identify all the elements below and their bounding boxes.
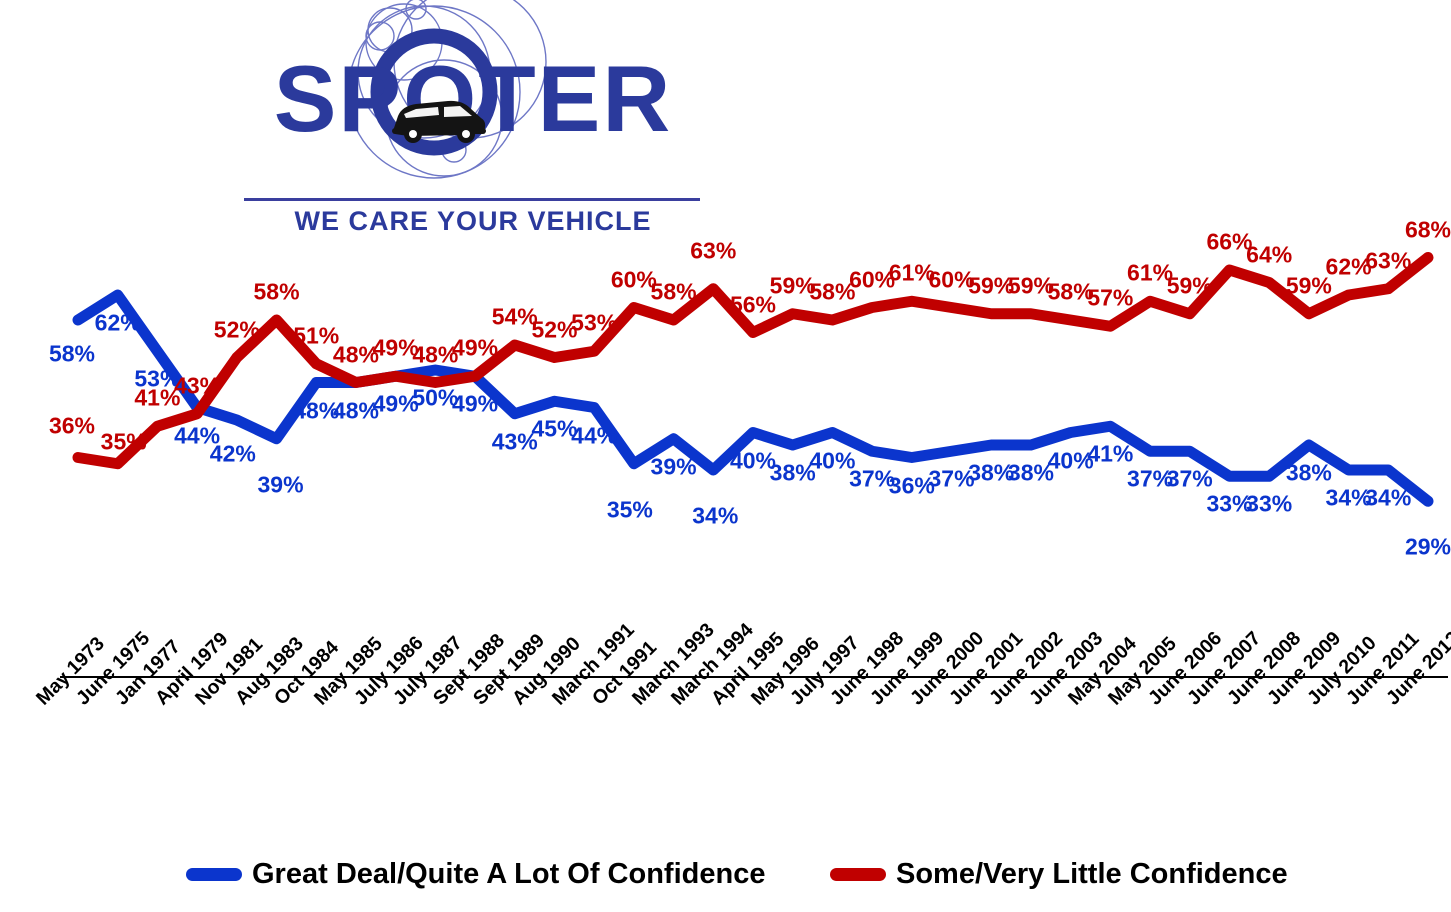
- data-value-label: 39%: [257, 471, 304, 498]
- legend-swatch: [186, 868, 242, 881]
- data-value-label: 49%: [452, 390, 499, 417]
- data-value-label: 29%: [1404, 533, 1451, 560]
- data-value-label: 33%: [1206, 490, 1253, 517]
- data-value-label: 66%: [1206, 228, 1253, 255]
- data-value-label: 41%: [134, 384, 181, 411]
- data-value-label: 42%: [209, 440, 256, 467]
- data-value-label: 48%: [332, 341, 379, 367]
- data-value-label: 43%: [174, 372, 221, 399]
- data-value-label: 61%: [1127, 259, 1174, 286]
- data-value-label: 35%: [606, 496, 653, 523]
- data-value-label: 58%: [253, 278, 300, 305]
- data-value-label: 60%: [610, 266, 657, 292]
- data-value-label: 35%: [100, 428, 147, 455]
- data-value-label: 50%: [412, 384, 459, 411]
- data-value-label: 58%: [809, 278, 856, 305]
- data-value-label: 36%: [48, 412, 96, 438]
- data-value-label: 48%: [293, 397, 340, 423]
- data-value-label: 37%: [1166, 465, 1213, 492]
- data-value-label: 64%: [1246, 241, 1293, 267]
- data-value-label: 36%: [888, 472, 935, 498]
- data-value-label: 63%: [690, 237, 737, 264]
- data-value-label: 39%: [650, 453, 697, 480]
- data-value-label: 44%: [571, 422, 618, 448]
- data-value-label: 60%: [928, 266, 975, 292]
- data-value-label: 59%: [1166, 272, 1213, 299]
- data-value-label: 54%: [491, 303, 538, 330]
- data-value-label: 40%: [809, 447, 856, 473]
- data-value-label: 45%: [531, 415, 578, 442]
- data-value-label: 59%: [1007, 272, 1054, 299]
- data-value-label: 34%: [1325, 484, 1372, 511]
- data-value-label: 68%: [1404, 216, 1451, 242]
- car-icon: [392, 100, 486, 143]
- data-value-label: 38%: [769, 459, 816, 486]
- data-value-label: 62%: [94, 309, 141, 336]
- logo-divider: [244, 198, 700, 201]
- data-value-label: 37%: [928, 465, 975, 492]
- data-value-label: 59%: [968, 272, 1015, 299]
- data-value-label: 62%: [1325, 253, 1372, 280]
- data-value-label: 43%: [491, 428, 538, 455]
- legend-swatch: [830, 868, 886, 881]
- data-value-label: 34%: [692, 502, 739, 529]
- data-value-label: 38%: [1285, 459, 1332, 486]
- series-line-blue: [72, 289, 1434, 507]
- data-value-label: 33%: [1246, 490, 1293, 517]
- data-value-label: 63%: [1365, 247, 1412, 274]
- data-value-label: 58%: [650, 278, 697, 305]
- data-value-label: 58%: [1047, 278, 1094, 305]
- data-value-label: 51%: [293, 322, 340, 349]
- data-value-label: 49%: [452, 334, 499, 361]
- data-value-label: 58%: [48, 340, 96, 367]
- series-line-red: [72, 252, 1434, 470]
- data-value-label: 41%: [1087, 440, 1134, 467]
- legend-item[interactable]: Some/Very Little Confidence: [830, 858, 1288, 891]
- data-value-label: 40%: [729, 447, 777, 473]
- legend-item[interactable]: Great Deal/Quite A Lot Of Confidence: [186, 858, 765, 891]
- data-value-label: 57%: [1087, 284, 1134, 311]
- data-value-label: 53%: [134, 365, 181, 392]
- data-value-label: 59%: [769, 272, 816, 299]
- data-value-label: 60%: [849, 266, 896, 292]
- chart-legend: Great Deal/Quite A Lot Of Confidence Some…: [0, 852, 1451, 900]
- data-value-label: 38%: [968, 459, 1015, 486]
- data-value-label: 48%: [332, 397, 379, 423]
- data-value-label: 37%: [849, 465, 896, 492]
- data-value-label: 52%: [531, 316, 578, 342]
- data-value-label: 49%: [372, 390, 419, 417]
- data-value-label: 37%: [1127, 465, 1174, 492]
- data-value-label: 61%: [888, 259, 935, 286]
- data-value-label: 49%: [372, 334, 419, 361]
- data-value-label: 52%: [213, 316, 260, 342]
- spoter-logo: SPOTER WE CARE YOUR VEHICLE: [238, 0, 708, 250]
- data-value-label: 38%: [1007, 459, 1054, 486]
- data-value-label: 56%: [729, 291, 777, 317]
- legend-label: Great Deal/Quite A Lot Of Confidence: [252, 858, 766, 890]
- x-axis-line: [60, 676, 1448, 678]
- data-value-label: 34%: [1365, 484, 1412, 511]
- data-value-label: 40%: [1047, 447, 1094, 473]
- data-value-label: 53%: [571, 309, 618, 336]
- data-value-label: 59%: [1285, 272, 1332, 299]
- data-value-label: 44%: [174, 422, 221, 448]
- data-value-label: 48%: [412, 341, 459, 367]
- logo-tagline: WE CARE YOUR VEHICLE: [294, 206, 652, 236]
- legend-label: Some/Very Little Confidence: [896, 858, 1288, 890]
